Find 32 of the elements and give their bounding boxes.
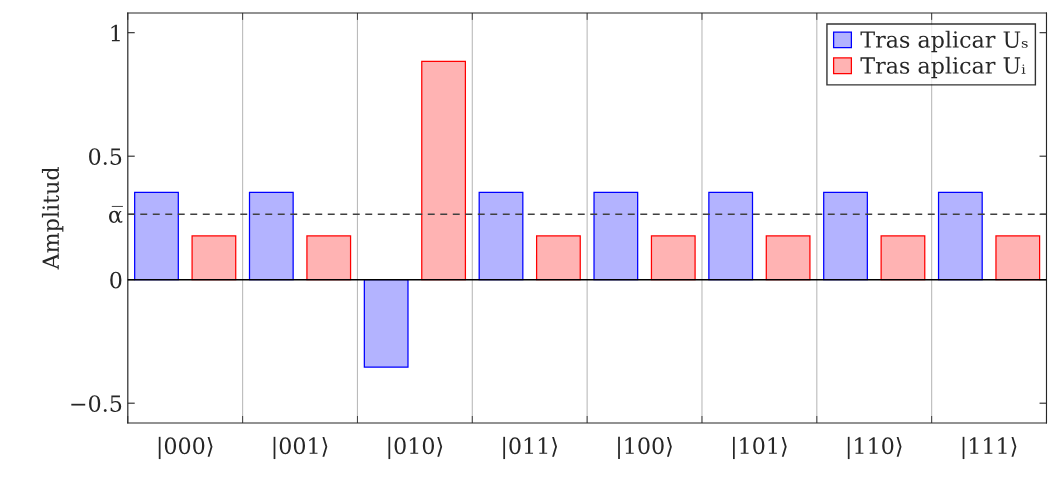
bar [650, 235, 696, 281]
y-tick-label: 1 [111, 24, 120, 42]
bar [995, 235, 1041, 281]
bar [937, 191, 983, 281]
y-tick-label: 0 [110, 271, 122, 289]
legend-label: Tras aplicar Uₛ [860, 30, 1028, 53]
bar [191, 235, 237, 281]
bar [134, 191, 179, 281]
y-tick-label: −0.5 [71, 395, 122, 412]
y-tick-label: α̅ [109, 205, 123, 223]
x-tick-label: |111⟩ [962, 436, 1017, 460]
bar [478, 191, 524, 281]
bar [306, 235, 352, 281]
x-tick-label: |100⟩ [618, 436, 672, 460]
bar [535, 235, 581, 281]
bar [363, 279, 409, 368]
bar [880, 235, 926, 281]
bar [421, 60, 467, 281]
x-tick-label: |011⟩ [503, 436, 558, 460]
x-tick-label: |001⟩ [273, 436, 328, 460]
bar [593, 191, 639, 281]
x-tick-label: |000⟩ [158, 436, 213, 460]
y-tick-label: 0.5 [89, 148, 122, 165]
y-axis-title: Amplitud [41, 167, 64, 270]
bar [248, 191, 294, 281]
x-tick-label: |101⟩ [732, 436, 787, 460]
bar [765, 235, 811, 281]
x-tick-label: |110⟩ [847, 436, 902, 460]
legend-label: Tras aplicar Uᵢ [860, 56, 1026, 79]
x-tick-label: |010⟩ [388, 436, 443, 460]
bar [708, 191, 754, 281]
bar [823, 191, 868, 281]
